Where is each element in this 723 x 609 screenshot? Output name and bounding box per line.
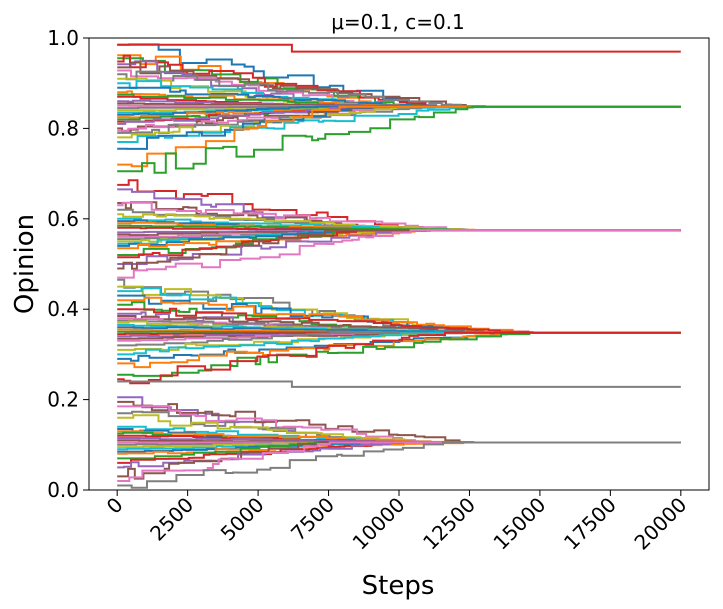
series-line-isolated-1 — [117, 380, 681, 388]
x-axis: 0 2500 5000 7500 10000 12500 15000 17500 20000 — [102, 490, 691, 555]
series-line-cluster-0-24 — [117, 105, 681, 125]
series-line-cluster-0-7 — [117, 70, 681, 108]
x-tick-label: 17500 — [559, 493, 621, 555]
chart-title: μ=0.1, c=0.1 — [331, 10, 465, 34]
y-tick-label: 0.8 — [47, 116, 79, 140]
series-line-cluster-0-30 — [117, 105, 681, 150]
series-line-cluster-1-20 — [117, 229, 681, 259]
x-tick-label: 10000 — [348, 493, 410, 555]
y-tick-label: 1.0 — [47, 26, 79, 50]
x-tick-label: 15000 — [488, 493, 550, 555]
series-line-cluster-0-31 — [117, 105, 681, 168]
x-tick-label: 0 — [102, 493, 128, 519]
series-line-cluster-3-23 — [117, 441, 681, 489]
series-line-cluster-2-4 — [117, 296, 681, 334]
series-line-cluster-1-5 — [117, 213, 681, 232]
x-tick-label: 5000 — [216, 493, 269, 546]
x-axis-label: Steps — [362, 571, 435, 601]
series-line-cluster-1-23 — [117, 229, 681, 279]
y-axis: 0.0 0.2 0.4 0.6 0.8 1.0 — [47, 26, 89, 502]
x-tick-label: 7500 — [286, 493, 339, 546]
x-tick-label: 2500 — [145, 493, 198, 546]
series-line-cluster-0-29 — [117, 105, 681, 143]
y-tick-label: 0.2 — [47, 388, 79, 412]
series-line-cluster-3-18 — [117, 441, 681, 460]
series-line-cluster-0-20 — [117, 105, 681, 116]
series-line-cluster-1-22 — [117, 229, 681, 270]
y-tick-label: 0.6 — [47, 207, 79, 231]
series-line-cluster-0-32 — [117, 105, 681, 174]
series-line-cluster-0-27 — [117, 105, 681, 134]
series-line-cluster-3-1 — [117, 400, 681, 444]
y-tick-label: 0.4 — [47, 297, 79, 321]
y-axis-label: Opinion — [10, 214, 40, 314]
series-line-cluster-2-22 — [117, 331, 681, 356]
x-tick-label: 20000 — [629, 493, 691, 555]
series-lines — [117, 43, 681, 489]
series-line-cluster-3-21 — [117, 441, 681, 480]
y-tick-label: 0.0 — [47, 478, 79, 502]
series-line-isolated-0 — [117, 43, 681, 53]
series-line-cluster-3-22 — [117, 441, 681, 482]
x-tick-label: 12500 — [418, 493, 480, 555]
series-line-cluster-2-26 — [117, 331, 681, 385]
series-line-cluster-2-6 — [117, 307, 681, 334]
